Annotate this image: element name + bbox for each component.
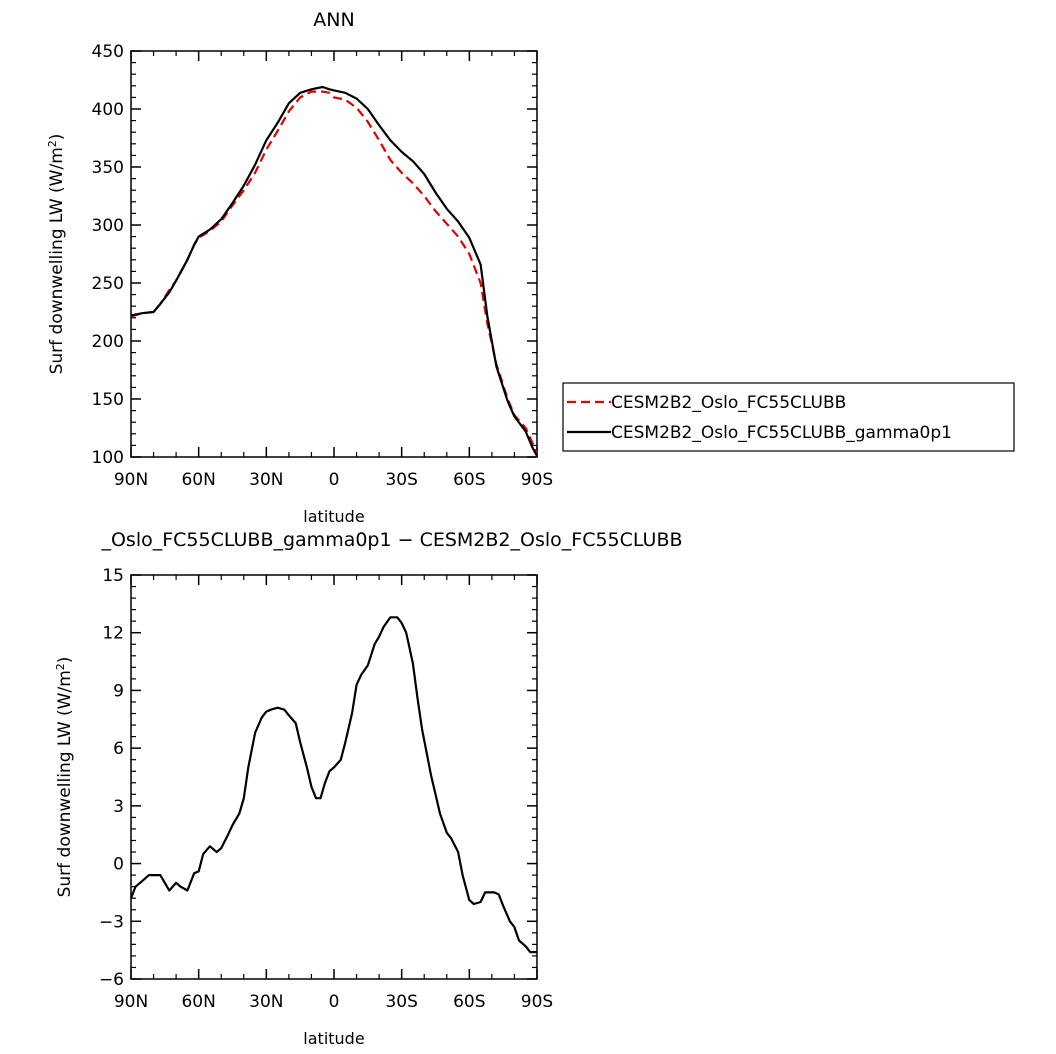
top-series-line-1	[130, 85, 538, 457]
bottom-y-axis-label-main: Surf downwelling LW (W/m	[55, 670, 75, 897]
top-y-tick-label: 250	[92, 274, 124, 294]
bottom-y-tick-label: 6	[113, 739, 124, 759]
top-chart-title: ANN	[313, 9, 354, 31]
bottom-y-tick-label: −6	[99, 970, 124, 990]
bottom-x-tick-label: 90S	[521, 992, 553, 1012]
top-x-axis-label: latitude	[303, 507, 364, 526]
bottom-plot-frame	[130, 574, 538, 980]
top-y-axis-label-main: Surf downwelling LW (W/m	[47, 147, 67, 374]
top-x-tick-label: 0	[329, 470, 340, 490]
top-y-axis-label-superscript: 2	[46, 140, 59, 147]
bottom-x-tick-label: 90N	[114, 992, 148, 1012]
top-x-tick-label: 90N	[114, 470, 148, 490]
top-x-tick-label: 30N	[249, 470, 283, 490]
bottom-y-tick-label: 9	[113, 681, 124, 701]
top-series-lines	[130, 85, 539, 457]
bottom-panel: _Oslo_FC55CLUBB_gamma0p1 − CESM2B2_Oslo_…	[54, 529, 683, 1048]
top-y-tick-label: 200	[92, 332, 124, 352]
legend-label-series-0: CESM2B2_Oslo_FC55CLUBB	[611, 393, 846, 413]
bottom-series-lines	[129, 616, 537, 954]
bottom-axis-ticks: 90N 60N 30N 0 30S 60S 90S −6 −3 0 3 6 9 12 15	[99, 566, 553, 1012]
bottom-x-tick-label: 0	[329, 992, 340, 1012]
bottom-y-tick-label: −3	[99, 912, 124, 932]
bottom-y-axis-label-close: )	[55, 657, 75, 664]
legend-label-series-1: CESM2B2_Oslo_FC55CLUBB_gamma0p1	[611, 423, 952, 443]
bottom-chart-title: _Oslo_FC55CLUBB_gamma0p1 − CESM2B2_Oslo_…	[100, 529, 682, 551]
top-x-tick-label: 30S	[385, 470, 417, 490]
bottom-x-tick-label: 60N	[181, 992, 215, 1012]
top-y-tick-label: 400	[92, 100, 124, 120]
bottom-x-tick-label: 30N	[249, 992, 283, 1012]
bottom-y-axis-label-superscript: 2	[54, 663, 67, 670]
top-axis-ticks: 90N 60N 30N 0 30S 60S 90S 100 150 200 250 300 350 400…	[92, 42, 554, 490]
top-series-line-0	[130, 90, 539, 454]
legend: CESM2B2_Oslo_FC55CLUBB CESM2B2_Oslo_FC55…	[562, 382, 1015, 452]
bottom-x-axis-label: latitude	[303, 1029, 364, 1048]
bottom-y-tick-label: 15	[102, 566, 124, 586]
bottom-y-tick-label: 3	[113, 797, 124, 817]
bottom-y-tick-label: 0	[113, 855, 124, 875]
bottom-y-tick-label: 12	[102, 624, 124, 644]
top-panel: ANN 90N 60N 30N 0 30S 60S 90S 100 150 200 250 300 35…	[46, 9, 1015, 526]
legend-box	[562, 382, 1015, 452]
top-y-tick-label: 450	[92, 42, 124, 62]
top-x-tick-label: 60S	[453, 470, 485, 490]
bottom-series-line-0	[129, 616, 537, 954]
bottom-x-tick-label: 30S	[385, 992, 417, 1012]
top-y-axis-label: Surf downwelling LW (W/m2)	[46, 134, 68, 375]
top-y-axis-label-close: )	[47, 134, 67, 141]
top-y-tick-label: 350	[92, 158, 124, 178]
top-y-tick-label: 300	[92, 216, 124, 236]
top-y-tick-label: 150	[92, 390, 124, 410]
bottom-y-axis-label: Surf downwelling LW (W/m2)	[54, 657, 76, 898]
bottom-x-tick-label: 60S	[453, 992, 485, 1012]
top-x-tick-label: 90S	[521, 470, 553, 490]
top-x-tick-label: 60N	[181, 470, 215, 490]
top-y-tick-label: 100	[92, 448, 124, 468]
